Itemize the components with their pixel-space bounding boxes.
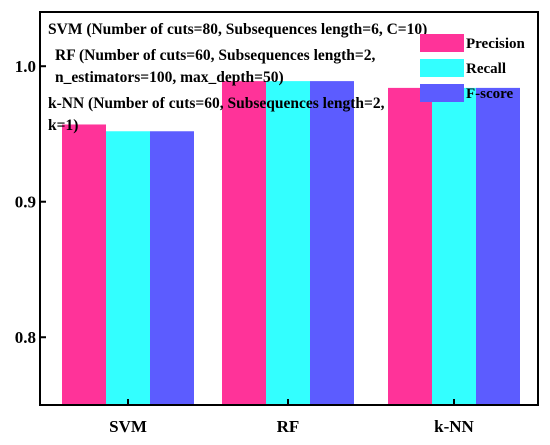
bar-svm-recall <box>106 131 150 405</box>
legend-swatch-f-score <box>420 84 464 102</box>
bar-k-nn-recall <box>432 87 476 406</box>
bar-rf-f-score <box>310 81 354 405</box>
legend-label-recall: Recall <box>466 61 506 77</box>
x-tick-label-svm: SVM <box>109 417 147 436</box>
legend-label-f-score: F-score <box>466 86 514 102</box>
bar-rf-precision <box>222 81 266 405</box>
annotation-line-4: k-NN (Number of cuts=60, Subsequences le… <box>48 95 385 112</box>
legend-swatch-precision <box>420 34 464 52</box>
x-tick-label-rf: RF <box>277 417 300 436</box>
bar-k-nn-f-score <box>476 87 520 406</box>
y-tick-label-0.9: 0.9 <box>15 193 36 212</box>
bar-k-nn-precision <box>388 87 432 406</box>
annotations-layer: SVM (Number of cuts=80, Subsequences len… <box>48 21 427 134</box>
bar-rf-recall <box>266 81 310 405</box>
legend-label-precision: Precision <box>466 36 526 52</box>
axes-layer: 0.8 0.9 1.0 SVM RF k-NN <box>15 11 539 436</box>
annotation-line-2: RF (Number of cuts=60, Subsequences leng… <box>55 47 375 64</box>
annotation-line-3: n_estimators=100, max_depth=50) <box>55 69 284 86</box>
y-tick-label-1.0: 1.0 <box>15 57 36 76</box>
annotation-line-1: SVM (Number of cuts=80, Subsequences len… <box>48 21 427 38</box>
annotation-line-5: k=1) <box>48 117 78 134</box>
bar-svm-precision <box>62 124 106 405</box>
bar-svm-f-score <box>150 131 194 405</box>
x-tick-label-k-nn: k-NN <box>434 417 474 436</box>
y-tick-label-0.8: 0.8 <box>15 328 36 347</box>
legend: Precision Recall F-score <box>420 34 526 102</box>
bars-layer <box>62 81 520 406</box>
legend-swatch-recall <box>420 59 464 77</box>
